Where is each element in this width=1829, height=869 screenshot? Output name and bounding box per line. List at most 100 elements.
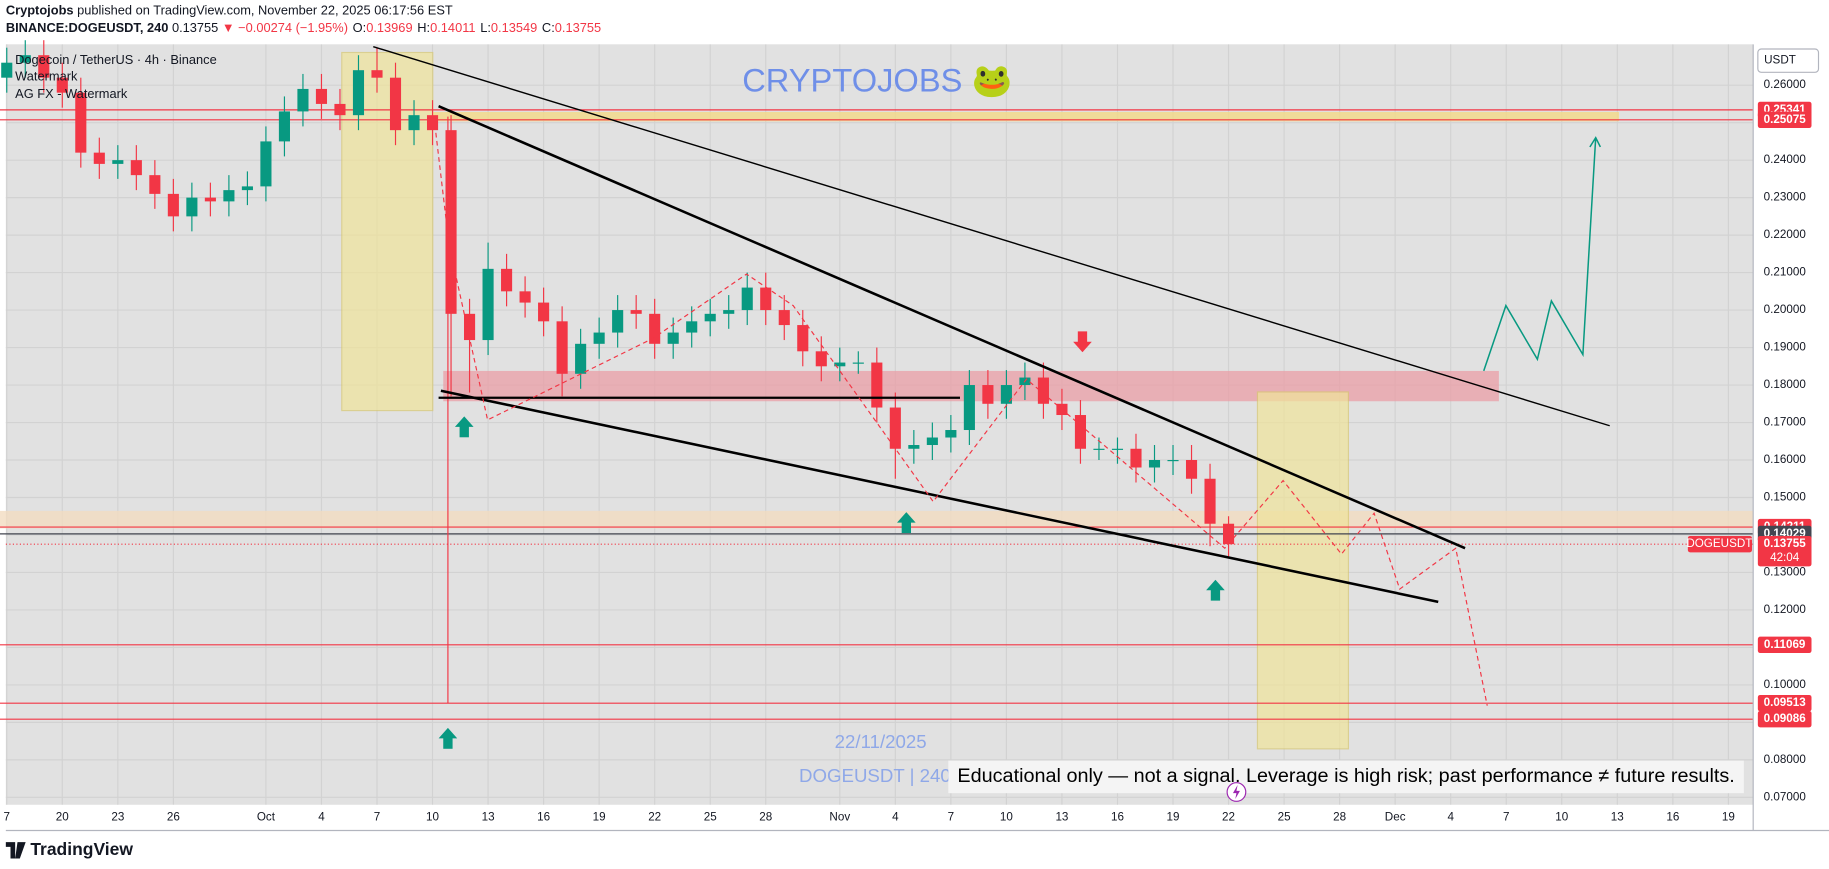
y-tick-label: 0.23000 [1764,191,1807,204]
ohlc-label: H: [417,21,430,36]
candle-body [260,141,272,187]
candle-body [223,190,235,202]
candle-body [93,152,105,164]
symbol-tag: DOGEUSDT [1686,537,1752,550]
x-tick-label: Oct [257,811,276,824]
y-tick-label: 0.15000 [1764,491,1807,504]
x-tick-label: 19 [1722,811,1735,824]
header-line: BINANCE:DOGEUSDT, 240 0.13755 ▼ −0.00274… [6,21,601,36]
candle-body [963,385,975,431]
candle-body [1222,523,1235,545]
x-tick-label: 26 [167,811,180,824]
x-tick-label: 10 [426,811,439,824]
currency[interactable]: USDT [1764,54,1796,67]
candle-body [908,445,920,449]
candle-body [1074,415,1087,449]
x-tick-label: 4 [892,811,899,824]
candle-body [149,175,161,194]
disclaimer-box [948,760,1744,794]
candle-body [1185,460,1198,479]
candle-body [612,310,624,333]
candle-body [1,62,13,78]
x-tick-label: 16 [1666,811,1679,824]
candle-body [741,287,753,311]
candle-body [778,310,790,326]
candle-body [834,362,846,367]
watermark-date: 22/11/2025 [835,731,927,752]
candle-body [389,77,402,131]
trend-line [373,45,1610,427]
x-tick-label: 13 [482,811,495,824]
symbol: BINANCE:DOGEUSDT, 240 [6,21,169,36]
x-tick-label: 7 [948,811,954,824]
y-tick-label: 0.16000 [1764,453,1807,466]
candle-body [371,70,383,78]
candle-body [1111,448,1124,450]
candle-body [241,186,253,191]
legend-indicator: AG FX - Watermark [15,86,128,101]
legend-title: Dogecoin / TetherUS · 4h · Binance [15,52,217,67]
level-label: 0.25075 [1764,113,1807,126]
projection-path [433,116,1488,706]
candle-body [130,160,142,176]
x-tick-label: 16 [537,811,550,824]
currency-button[interactable] [1757,48,1820,73]
x-tick-label: 10 [1000,811,1013,824]
candle-body [426,115,439,131]
published: published on TradingView.com, November 2… [77,3,453,18]
x-tick-label: 13 [1055,811,1068,824]
projection-path [1483,136,1602,372]
x-tick-label: 25 [704,811,717,824]
candle-body [667,332,679,344]
candle-body [815,351,827,367]
ohlc-label: L: [480,21,491,36]
publisher: Cryptojobs [6,3,74,18]
candle-body [464,313,476,341]
candle-body [538,302,550,322]
candle-body [1093,448,1105,450]
level-label-bg [1757,710,1812,728]
y-tick-label: 0.19000 [1764,341,1807,354]
footer-logo [5,842,26,859]
y-tick-label: 0.08000 [1764,753,1807,766]
x-tick-label: 16 [1111,811,1124,824]
x-tick-label: Nov [829,811,850,824]
x-tick-label: 28 [1333,811,1346,824]
candle-body [112,160,124,164]
last-price: 0.13755 [172,21,218,36]
drawings-front [373,45,1610,749]
candle-body [408,115,420,131]
candle-body [686,321,698,333]
plot-area [5,44,1754,805]
candle-body [315,88,328,104]
levels [0,109,1754,720]
candle-body [889,407,901,449]
candle-body [501,268,513,292]
disclaimer: Educational only — not a signal. Leverag… [957,765,1734,787]
ohlc-value: 0.13549 [491,21,537,36]
y-tick-label: 0.26000 [1764,78,1807,91]
level-label-bg [1757,636,1812,653]
grid [5,44,1754,805]
y-tick-label: 0.21000 [1764,266,1807,279]
candle-body [56,77,68,93]
resistance-band [432,111,1620,122]
y-tick-label: 0.07000 [1764,790,1807,803]
x-tick-label: 13 [1611,811,1624,824]
y-tick-label: 0.17000 [1764,416,1807,429]
candle-body [167,193,179,217]
candle-body [982,385,994,404]
x-tick-label: 22 [648,811,661,824]
ohlc-value: 0.13755 [555,21,601,36]
last-price-label: 0.13755 [1764,537,1807,550]
candle-body [1037,377,1049,404]
ohlc-label: C: [542,21,555,36]
candle-body [945,430,957,438]
header-line: Cryptojobs published on TradingView.com,… [6,3,453,18]
watermark-symbol: DOGEUSDT | 240 [799,765,951,786]
candle-body [297,88,309,112]
candle-body [575,343,587,374]
candle-body [352,70,365,116]
candle-body [593,332,605,344]
